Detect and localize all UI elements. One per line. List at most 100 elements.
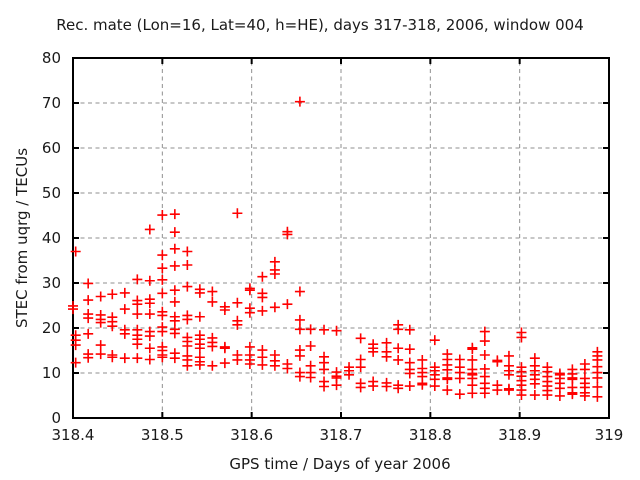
data-point-marker xyxy=(492,356,503,367)
data-point-marker xyxy=(95,317,106,328)
data-point-marker xyxy=(144,309,155,320)
data-point-marker xyxy=(269,269,280,279)
data-point-marker xyxy=(194,359,205,370)
data-point-marker xyxy=(381,337,392,348)
x-tick-label: 318.7 xyxy=(320,426,363,444)
data-point-marker xyxy=(331,380,342,391)
data-point-marker xyxy=(381,351,392,362)
x-tick-label: 318.8 xyxy=(409,426,452,444)
data-point-marker xyxy=(107,321,118,332)
y-tick-label: 70 xyxy=(42,94,61,112)
data-point-marker xyxy=(355,333,366,344)
data-point-marker xyxy=(319,324,330,335)
y-tick-label: 30 xyxy=(42,274,61,292)
data-point-marker xyxy=(232,297,243,308)
x-tick-label: 318.5 xyxy=(141,426,184,444)
data-point-marker xyxy=(107,289,118,300)
data-point-marker xyxy=(119,328,130,339)
data-point-marker xyxy=(294,350,305,361)
data-point-marker xyxy=(95,340,106,351)
data-point-marker xyxy=(257,359,268,370)
data-point-marker xyxy=(207,341,218,352)
data-point-marker xyxy=(194,343,205,354)
data-point-marker xyxy=(579,364,590,375)
data-point-marker xyxy=(393,324,404,335)
data-point-marker xyxy=(157,274,168,285)
y-tick-label: 0 xyxy=(51,409,61,427)
data-point-marker xyxy=(479,336,490,347)
data-point-marker xyxy=(95,349,106,360)
data-point-marker xyxy=(83,328,94,339)
data-point-marker xyxy=(592,381,603,392)
data-point-marker xyxy=(368,346,379,357)
data-point-marker xyxy=(232,208,243,219)
data-point-marker xyxy=(169,260,180,271)
data-point-marker xyxy=(83,278,94,289)
data-point-marker xyxy=(207,286,218,297)
data-point-marker xyxy=(529,378,540,389)
data-point-marker xyxy=(554,390,565,401)
data-point-marker xyxy=(516,332,527,343)
data-point-marker xyxy=(516,390,527,401)
data-point-marker xyxy=(404,344,415,355)
x-tick-label: 318.9 xyxy=(498,426,541,444)
data-point-marker xyxy=(381,381,392,392)
data-point-marker xyxy=(144,343,155,354)
data-point-marker xyxy=(157,263,168,274)
data-point-marker xyxy=(132,339,143,350)
data-point-marker xyxy=(182,246,193,257)
data-point-marker xyxy=(157,310,168,321)
y-tick-label: 50 xyxy=(42,184,61,202)
y-tick-label: 20 xyxy=(42,319,61,337)
data-point-marker xyxy=(305,341,316,351)
data-point-marker xyxy=(467,388,478,399)
data-point-marker xyxy=(182,314,193,325)
y-tick-label: 60 xyxy=(42,139,61,157)
data-point-marker xyxy=(529,390,540,401)
data-point-marker xyxy=(269,302,280,313)
data-point-marker xyxy=(454,389,465,400)
data-point-marker xyxy=(492,385,503,396)
data-point-marker xyxy=(442,385,453,396)
data-point-marker xyxy=(144,331,155,342)
data-point-marker xyxy=(282,363,293,374)
data-point-marker xyxy=(417,354,428,365)
x-tick-label: 318.6 xyxy=(230,426,273,444)
data-point-marker xyxy=(157,250,168,261)
data-point-marker xyxy=(567,389,578,400)
data-point-marker xyxy=(207,360,218,371)
data-point-marker xyxy=(157,210,168,221)
data-point-marker xyxy=(592,391,603,402)
data-point-marker xyxy=(368,381,379,392)
data-point-marker xyxy=(479,350,490,360)
data-point-marker xyxy=(305,372,316,383)
data-point-marker xyxy=(479,388,490,399)
data-point-marker xyxy=(467,354,478,365)
data-point-marker xyxy=(169,285,180,296)
data-point-marker xyxy=(393,383,404,394)
data-point-marker xyxy=(542,390,553,401)
data-point-marker xyxy=(219,358,230,369)
data-point-marker xyxy=(70,340,81,351)
data-point-marker xyxy=(305,324,316,335)
data-point-marker xyxy=(282,299,293,310)
data-point-marker xyxy=(442,374,453,385)
data-point-marker xyxy=(393,354,404,365)
data-point-marker xyxy=(144,354,155,365)
data-point-marker xyxy=(182,260,193,270)
data-point-marker xyxy=(503,385,514,396)
data-point-marker xyxy=(119,304,130,315)
data-point-marker xyxy=(467,344,478,355)
data-point-marker xyxy=(257,271,268,282)
data-point-marker xyxy=(232,319,243,330)
data-point-marker xyxy=(157,288,168,299)
data-point-marker xyxy=(344,369,355,380)
data-point-marker xyxy=(70,357,81,368)
data-point-marker xyxy=(157,326,168,337)
data-point-marker xyxy=(503,369,514,380)
y-tick-label: 10 xyxy=(42,364,61,382)
data-point-marker xyxy=(294,371,305,382)
data-point-marker xyxy=(479,326,490,337)
data-point-marker xyxy=(169,353,180,364)
data-point-marker xyxy=(83,295,94,306)
